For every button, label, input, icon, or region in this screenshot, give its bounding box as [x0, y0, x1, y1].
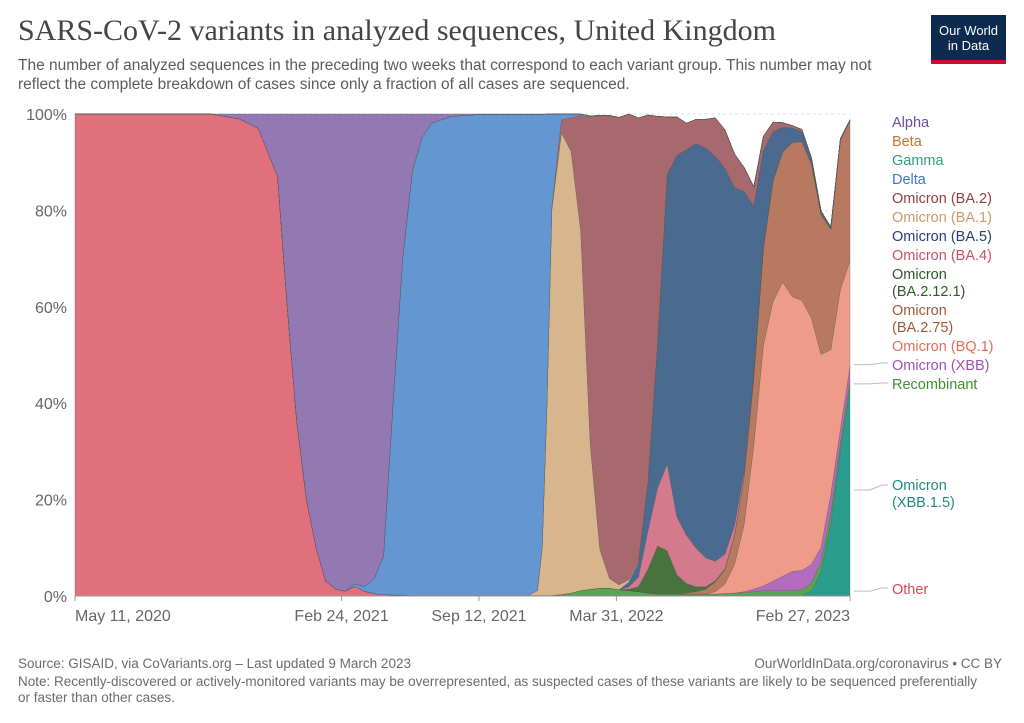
legend-label: Beta	[892, 134, 923, 150]
legend-leader	[854, 362, 888, 366]
y-tick-label: 60%	[35, 300, 67, 317]
x-tick-label: Sep 12, 2021	[431, 608, 526, 625]
source-note: Source: GISAID, via CoVariants.org – Las…	[18, 656, 411, 671]
logo-line-1: Our World	[939, 22, 998, 38]
y-tick-label: 0%	[44, 589, 67, 606]
legend-label: Omicron (BA.2)	[892, 191, 992, 207]
y-tick-label: 20%	[35, 493, 67, 510]
legend-label: Omicron (BA.5)	[892, 229, 992, 245]
legend-label: Omicron	[892, 303, 947, 319]
legend-leader	[854, 587, 888, 592]
legend-item-omicron-ba-2: Omicron (BA.2)	[892, 191, 992, 207]
legend-leader	[854, 484, 888, 491]
area-alpha	[75, 113, 851, 592]
legend-label: Gamma	[892, 153, 945, 169]
legend-item-recombinant: Recombinant	[892, 377, 977, 393]
logo-line-2: in Data	[947, 37, 990, 53]
legend-item-omicron-ba-5: Omicron (BA.5)	[892, 229, 992, 245]
legend-label: Omicron (XBB)	[892, 358, 990, 374]
legend-label: Omicron (BQ.1)	[892, 339, 994, 355]
owid-url[interactable]: OurWorldInData.org/coronavirus • CC BY	[754, 656, 1002, 671]
legend-item-omicron-xbb: Omicron (XBB)	[892, 358, 990, 374]
stacked-area-chart: 0% 20% 40% 60% 80% 100% May 11, 2020 Feb 24, 20…	[26, 107, 994, 625]
legend-item-delta: Delta	[892, 172, 927, 188]
legend-item-other: Other	[892, 582, 928, 598]
x-tick-label: May 11, 2020	[75, 608, 171, 625]
legend-leader	[854, 382, 888, 385]
chart-title: SARS-CoV-2 variants in analyzed sequence…	[18, 14, 776, 47]
y-tick-label: 80%	[35, 203, 67, 220]
legend-item-omicron-ba-2-75: Omicron(BA.2.75)	[892, 303, 953, 336]
x-tick-label: Mar 31, 2022	[569, 608, 663, 625]
x-tick-label: Feb 27, 2023	[756, 608, 850, 625]
owid-logo[interactable]: Our World in Data	[931, 15, 1006, 64]
legend-label: Omicron	[892, 267, 947, 283]
legend-item-omicron-ba-4: Omicron (BA.4)	[892, 248, 992, 264]
legend-item-beta: Beta	[892, 134, 923, 150]
legend-label: Delta	[892, 172, 927, 188]
legend-label: (XBB.1.5)	[892, 495, 955, 511]
legend-label: Omicron	[892, 478, 947, 494]
legend-label: Omicron (BA.1)	[892, 210, 992, 226]
legend-label: (BA.2.12.1)	[892, 284, 965, 300]
legend-item-omicron-bq-1: Omicron (BQ.1)	[892, 339, 994, 355]
legend-label: (BA.2.75)	[892, 320, 953, 336]
footnote: Note: Recently-discovered or actively-mo…	[18, 674, 977, 705]
legend-item-gamma: Gamma	[892, 153, 945, 169]
y-tick-label: 40%	[35, 396, 67, 413]
x-tick-label: Feb 24, 2021	[294, 608, 388, 625]
legend-item-omicron-ba-1: Omicron (BA.1)	[892, 210, 992, 226]
legend-item-omicron-ba-2-12-1: Omicron(BA.2.12.1)	[892, 267, 965, 300]
legend-item-alpha: Alpha	[892, 115, 930, 131]
legend-label: Recombinant	[892, 377, 977, 393]
legend-item-omicron-xbb-1-5: Omicron(XBB.1.5)	[892, 478, 955, 511]
legend-label: Omicron (BA.4)	[892, 248, 992, 264]
chart-subtitle: The number of analyzed sequences in the …	[18, 57, 872, 93]
legend-label: Alpha	[892, 115, 930, 131]
y-tick-label: 100%	[26, 107, 67, 124]
legend-label: Other	[892, 582, 928, 598]
